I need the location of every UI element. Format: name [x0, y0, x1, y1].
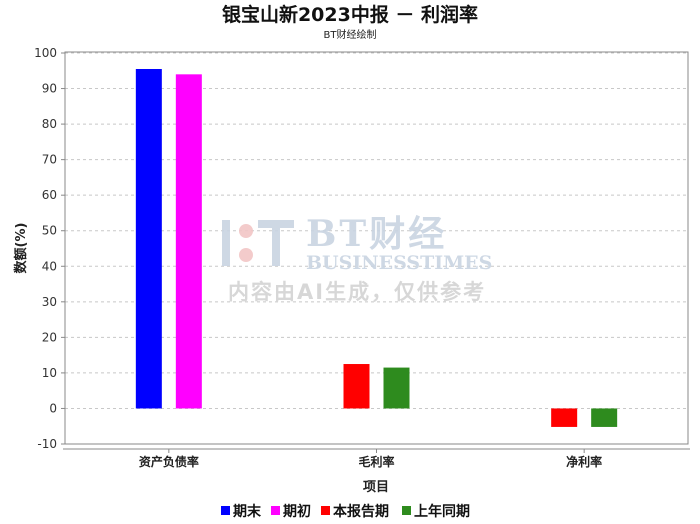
- y-tick-label: 100: [34, 46, 57, 60]
- bt-logo-icon: [222, 220, 294, 266]
- watermark-notice: 内容由AI生成，仅供参考: [228, 280, 486, 304]
- grid-lines: [65, 52, 688, 445]
- bars: [135, 68, 618, 427]
- y-axis-label: 数额(%): [13, 223, 29, 274]
- watermark-english: BUSINESSTIMES: [306, 252, 492, 274]
- watermark-brand: BT财经: [306, 213, 447, 255]
- legend-label: 期末: [233, 503, 262, 520]
- x-category-label: 净利率: [566, 454, 602, 469]
- bar-本报告期: [343, 364, 370, 409]
- legend-swatch: [402, 506, 411, 515]
- y-tick-label: 10: [42, 366, 57, 380]
- y-tick-label: 30: [42, 295, 57, 309]
- legend-swatch: [321, 506, 330, 515]
- plot-area: [64, 51, 689, 445]
- watermark: BT财经 BUSINESSTIMES 内容由AI生成，仅供参考: [222, 213, 492, 304]
- bar-上年同期: [383, 367, 410, 409]
- y-tick-label: 50: [42, 224, 57, 238]
- legend-swatch: [271, 506, 280, 515]
- bar-期末: [135, 68, 162, 409]
- x-axis-label: 项目: [363, 480, 389, 495]
- y-tick-label: 80: [42, 117, 57, 131]
- legend-item: 上年同期: [402, 503, 470, 520]
- y-tick-label: 70: [42, 153, 57, 167]
- legend-label: 上年同期: [414, 503, 470, 520]
- legend-swatch: [221, 506, 230, 515]
- y-axis-ticks: -10 0 10 20 30 40 50 60 70 80 90 100: [34, 46, 65, 451]
- y-tick-label: 90: [42, 82, 57, 96]
- x-category-label: 毛利率: [358, 454, 394, 469]
- y-tick-label: 0: [49, 401, 57, 415]
- legend-item: 期初: [271, 503, 311, 520]
- y-tick-label: -10: [37, 437, 57, 451]
- legend-label: 期初: [283, 503, 311, 520]
- y-tick-label: 20: [42, 330, 57, 344]
- bar-上年同期: [591, 408, 618, 427]
- bar-本报告期: [551, 408, 578, 427]
- bar-期初: [175, 74, 202, 409]
- legend-item: 本报告期: [321, 503, 389, 520]
- legend-label: 本报告期: [333, 503, 389, 520]
- chart-subtitle: BT财经绘制: [324, 28, 377, 41]
- category-labels: 资产负债率 毛利率 净利率: [139, 449, 602, 469]
- legend: 期末 期初 本报告期 上年同期: [221, 503, 470, 520]
- chart-title: 银宝山新2023中报 － 利润率: [222, 3, 478, 26]
- y-tick-label: 40: [42, 259, 57, 273]
- legend-item: 期末: [221, 503, 262, 520]
- x-category-label: 资产负债率: [139, 454, 199, 469]
- y-tick-label: 60: [42, 188, 57, 202]
